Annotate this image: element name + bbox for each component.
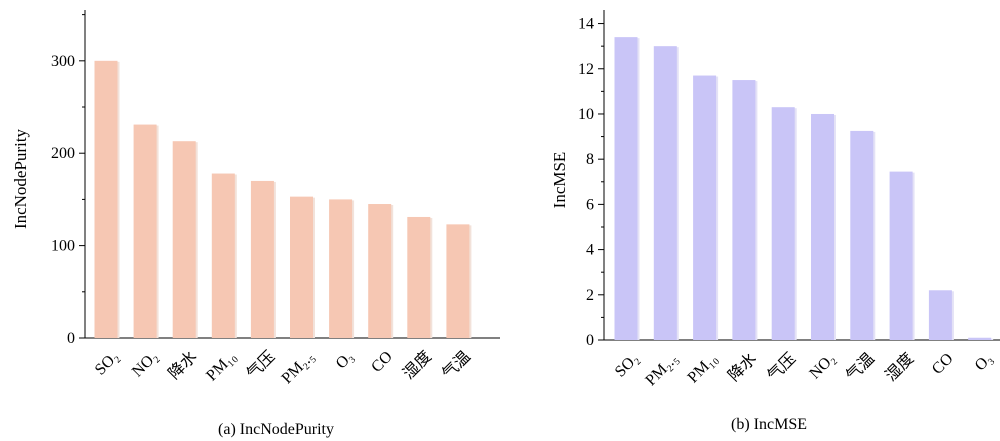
y-tick-label: 300 [51, 53, 75, 70]
bar [172, 141, 196, 338]
chart-caption: (b) IncMSE [731, 416, 807, 433]
category-label: 湿度 [882, 349, 917, 384]
category-label: NO₂ [806, 350, 838, 382]
bar [693, 75, 717, 340]
chart-caption: (a) IncNodePurity [218, 421, 334, 438]
y-axis-title: IncMSE [550, 152, 569, 209]
bar [446, 224, 470, 338]
y-tick-label: 8 [586, 151, 594, 168]
category-label: PM₂.₅ [642, 350, 681, 389]
y-tick-label: 0 [586, 332, 594, 349]
bar [211, 173, 235, 338]
bar [811, 113, 834, 341]
category-label: PM₁₀ [203, 348, 239, 384]
y-tick-label: 0 [67, 330, 75, 347]
category-label: CO [929, 350, 957, 378]
bar [290, 196, 313, 338]
category-label: 降水 [165, 347, 200, 382]
bar [771, 107, 795, 341]
category-label: 湿度 [400, 347, 435, 382]
y-axis-title: IncNodePurity [11, 128, 30, 229]
y-tick-label: 12 [578, 61, 594, 78]
chart-panel-a: 0 100 200 300 SO₂ NO₂ 降水 PM₁₀ 气压 PM₂.₅ O₃ CO 湿度 气温 Inc… [11, 10, 500, 438]
y-tick-label: 10 [578, 106, 594, 123]
y-tick-label: 100 [51, 238, 75, 255]
category-label: 降水 [725, 349, 760, 384]
bar [329, 199, 353, 338]
category-label: 气压 [243, 347, 278, 382]
bar [407, 216, 431, 338]
category-label: SO₂ [92, 348, 122, 378]
category-label: PM₂.₅ [279, 348, 318, 387]
category-label: 气压 [764, 349, 799, 384]
category-label: NO₂ [129, 348, 161, 380]
category-label: CO [368, 348, 396, 376]
bar [889, 171, 913, 340]
category-label: 气温 [843, 349, 878, 384]
bar [732, 80, 756, 341]
chart-panel-b: 0 2 4 6 8 10 12 14 SO₂ PM₂.₅ PM₁₀ 降水 气压 NO₂ 气温 湿度 CO O₃ In… [550, 10, 1000, 433]
category-label: SO₂ [612, 350, 642, 380]
category-label: O₃ [972, 350, 996, 374]
bar [653, 46, 677, 341]
bar [94, 60, 118, 339]
bar [614, 37, 638, 340]
category-label: PM₁₀ [685, 350, 721, 386]
y-tick-label: 2 [586, 287, 594, 304]
category-label: 气温 [439, 347, 474, 382]
y-tick-label: 200 [51, 145, 75, 162]
bar [368, 204, 392, 338]
y-tick-label: 6 [586, 196, 594, 213]
y-tick-label: 14 [578, 16, 594, 33]
bar [133, 124, 157, 338]
y-tick-label: 4 [586, 242, 594, 259]
bar [250, 180, 274, 338]
category-label: O₃ [333, 348, 357, 372]
bar [928, 290, 952, 340]
bar [968, 337, 992, 340]
bar [850, 130, 874, 340]
